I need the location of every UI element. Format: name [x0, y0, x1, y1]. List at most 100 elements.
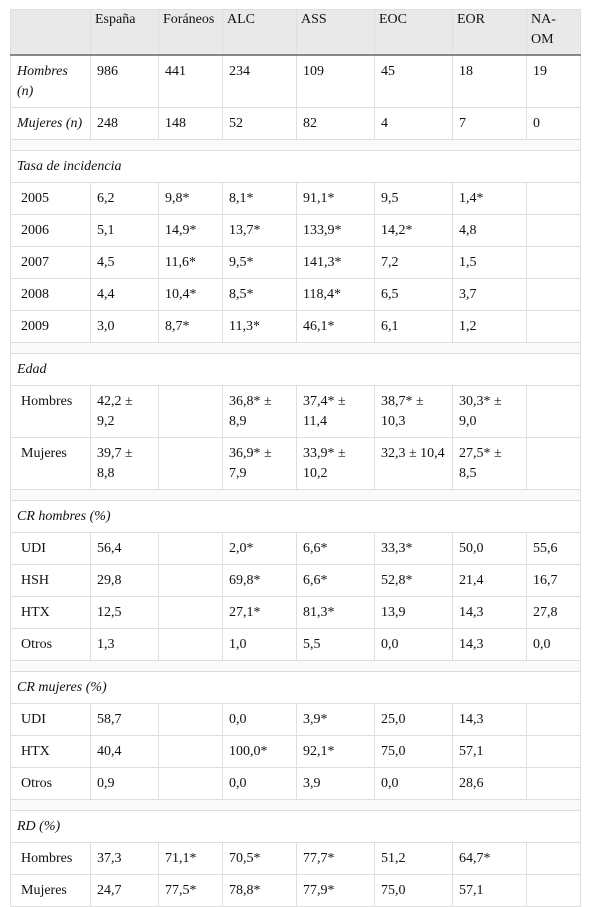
- cell: 4: [374, 107, 453, 140]
- row-label: Hombres (n): [10, 54, 91, 108]
- cell: 56,4: [90, 532, 159, 565]
- cell: 27,1*: [222, 596, 297, 629]
- cell: 42,2 ± 9,2: [90, 385, 159, 438]
- cell: 5,5: [296, 628, 375, 661]
- cell: 33,3*: [374, 532, 453, 565]
- cell: [526, 182, 581, 215]
- row-label: UDI: [10, 703, 91, 736]
- cell: 1,3: [90, 628, 159, 661]
- cell: 27,5* ± 8,5: [452, 437, 527, 490]
- cell: 71,1*: [158, 842, 223, 875]
- cell: [526, 310, 581, 343]
- cell: 58,7: [90, 703, 159, 736]
- spacer-row: [10, 139, 581, 151]
- cell: 6,6*: [296, 564, 375, 597]
- cell: [526, 703, 581, 736]
- cell: [526, 278, 581, 311]
- cell: 1,4*: [452, 182, 527, 215]
- cell: 14,3: [452, 628, 527, 661]
- spacer: [10, 139, 581, 151]
- cell: 14,3: [452, 596, 527, 629]
- corner-cell: [10, 9, 91, 56]
- table-row: Hombres 37,3 71,1* 70,5* 77,7* 51,2 64,7*: [10, 842, 581, 875]
- cell: 81,3*: [296, 596, 375, 629]
- cell: [158, 735, 223, 768]
- spacer-row: [10, 660, 581, 672]
- cell: [158, 385, 223, 438]
- cell: 0,0: [526, 628, 581, 661]
- cell: 9,8*: [158, 182, 223, 215]
- cell: 50,0: [452, 532, 527, 565]
- cell: 92,1*: [296, 735, 375, 768]
- cell: 39,7 ± 8,8: [90, 437, 159, 490]
- cell: 38,7* ± 10,3: [374, 385, 453, 438]
- spacer: [10, 489, 581, 501]
- cell: 57,1: [452, 735, 527, 768]
- cell: 36,9* ± 7,9: [222, 437, 297, 490]
- table-row: Hombres 42,2 ± 9,2 36,8* ± 8,9 37,4* ± 11,4…: [10, 385, 581, 438]
- cell: 69,8*: [222, 564, 297, 597]
- row-label: 2006: [10, 214, 91, 247]
- spacer-row: [10, 342, 581, 354]
- cell: 77,7*: [296, 842, 375, 875]
- cell: 91,1*: [296, 182, 375, 215]
- cell: 37,4* ± 11,4: [296, 385, 375, 438]
- cell: 52: [222, 107, 297, 140]
- section-title: CR hombres (%): [10, 500, 581, 533]
- cell: 70,5*: [222, 842, 297, 875]
- row-label: HTX: [10, 596, 91, 629]
- cell: 27,8: [526, 596, 581, 629]
- cell: 45: [374, 54, 453, 108]
- section-row: Edad: [10, 353, 581, 386]
- cell: 4,5: [90, 246, 159, 279]
- section-title: Edad: [10, 353, 581, 386]
- cell: 12,5: [90, 596, 159, 629]
- row-label: Hombres: [10, 842, 91, 875]
- cell: 21,4: [452, 564, 527, 597]
- cell: 986: [90, 54, 159, 108]
- cell: 37,3: [90, 842, 159, 875]
- table-row: 2006 5,1 14,9* 13,7* 133,9* 14,2* 4,8: [10, 214, 581, 247]
- table-body: Hombres (n) 986 441 234 109 45 18 19 Mujeres (n)…: [10, 54, 581, 907]
- cell: 9,5: [374, 182, 453, 215]
- cell: 148: [158, 107, 223, 140]
- column-header: NA-OM: [526, 9, 581, 56]
- cell: 13,9: [374, 596, 453, 629]
- cell: 55,6: [526, 532, 581, 565]
- cell: 109: [296, 54, 375, 108]
- row-label: 2007: [10, 246, 91, 279]
- column-header: EOR: [452, 9, 527, 56]
- column-header: ASS: [296, 9, 375, 56]
- cell: 18: [452, 54, 527, 108]
- cell: 8,7*: [158, 310, 223, 343]
- row-label: Hombres: [10, 385, 91, 438]
- cell: 2,0*: [222, 532, 297, 565]
- cell: [158, 767, 223, 800]
- spacer-row: [10, 799, 581, 811]
- section-title: Tasa de incidencia: [10, 150, 581, 183]
- cell: 141,3*: [296, 246, 375, 279]
- table-row: Otros 1,3 1,0 5,5 0,0 14,3 0,0: [10, 628, 581, 661]
- cell: [158, 596, 223, 629]
- cell: 19: [526, 54, 581, 108]
- row-label: 2005: [10, 182, 91, 215]
- cell: 0,0: [222, 703, 297, 736]
- cell: 7: [452, 107, 527, 140]
- cell: 6,2: [90, 182, 159, 215]
- cell: 8,5*: [222, 278, 297, 311]
- cell: 100,0*: [222, 735, 297, 768]
- table-row: 2008 4,4 10,4* 8,5* 118,4* 6,5 3,7: [10, 278, 581, 311]
- cell: 28,6: [452, 767, 527, 800]
- cell: 0,0: [374, 628, 453, 661]
- cell: 13,7*: [222, 214, 297, 247]
- cell: 11,6*: [158, 246, 223, 279]
- table-row: Mujeres 39,7 ± 8,8 36,9* ± 7,9 33,9* ± 10,2…: [10, 437, 581, 490]
- cell: 52,8*: [374, 564, 453, 597]
- cell: 32,3 ± 10,4: [374, 437, 453, 490]
- cell: 7,2: [374, 246, 453, 279]
- spacer: [10, 660, 581, 672]
- spacer: [10, 342, 581, 354]
- row-label: Mujeres: [10, 437, 91, 490]
- cell: [526, 385, 581, 438]
